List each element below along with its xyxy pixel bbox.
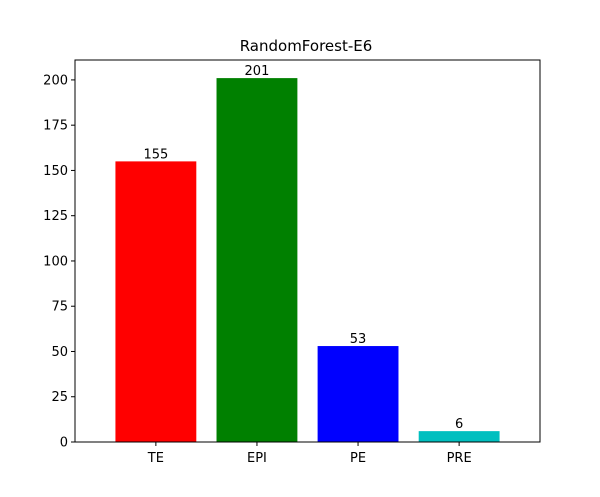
chart-title: RandomForest-E6 <box>240 37 373 55</box>
y-tick-label-75: 75 <box>51 300 68 315</box>
y-tick-label-175: 175 <box>43 119 68 134</box>
plot-frame <box>74 59 541 443</box>
x-tick-label-pre: PRE <box>447 451 472 466</box>
y-tick-label-100: 100 <box>43 254 68 269</box>
y-tick-label-125: 125 <box>43 209 68 224</box>
data-labels-layer: 155 201 53 6 <box>143 64 463 432</box>
x-axis: TE EPI PE PRE <box>147 442 472 466</box>
y-axis: 0 25 50 75 100 125 150 175 200 <box>43 73 75 451</box>
bar-epi <box>216 78 298 443</box>
y-tick-label-50: 50 <box>51 345 68 360</box>
x-tick-label-te: TE <box>147 451 164 466</box>
x-tick-label-pe: PE <box>350 451 366 466</box>
data-label-te: 155 <box>143 147 168 162</box>
y-tick-label-200: 200 <box>43 73 68 88</box>
x-tick-label-epi: EPI <box>247 451 267 466</box>
y-tick-label-25: 25 <box>51 390 68 405</box>
bars-layer <box>115 78 500 443</box>
data-label-pe: 53 <box>350 332 367 347</box>
y-tick-label-0: 0 <box>60 436 68 451</box>
y-tick-label-150: 150 <box>43 164 68 179</box>
data-label-epi: 201 <box>245 64 270 79</box>
data-label-pre: 6 <box>455 417 463 432</box>
bar-pe <box>317 346 399 442</box>
bar-pre <box>418 431 500 442</box>
bar-te <box>115 161 197 442</box>
